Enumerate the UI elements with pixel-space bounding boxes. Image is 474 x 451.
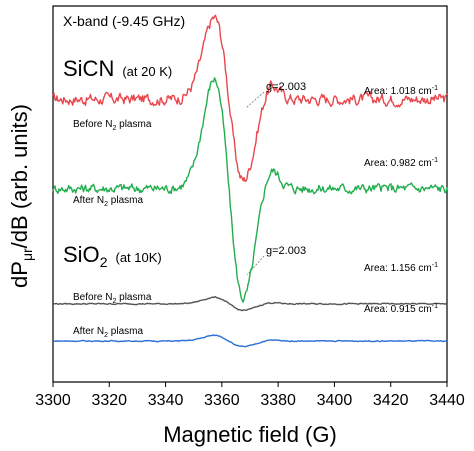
- x-tick-label-0: 3300: [35, 392, 71, 409]
- label-sio2-before-main: Before N: [73, 292, 112, 303]
- plot-frame: [52, 5, 448, 383]
- label-sio2-after-sub: 2: [104, 332, 108, 339]
- area-sio2-before-sup: -1: [432, 262, 438, 269]
- sio2-title: SiO2 (at 10K): [63, 242, 162, 270]
- area-sio2-after-sup: -1: [432, 303, 438, 310]
- area-sicn-after-text: Area: 0.982 cm: [364, 158, 432, 169]
- x-axis-label: Magnetic field (G): [163, 422, 337, 447]
- area-sicn-after-sup: -1: [432, 157, 438, 164]
- y-axis-label-rest: /dB (arb. units): [7, 104, 32, 248]
- band-label: X-band (-9.45 GHz): [63, 13, 185, 29]
- g-marker-sicn: [245, 91, 265, 109]
- x-tick-label-2: 3340: [148, 392, 184, 409]
- label-sicn-before-rest: plasma: [116, 119, 151, 130]
- y-axis-label: dPμr/dB (arb. units): [7, 104, 35, 288]
- label-sio2-after: After N2 plasma: [73, 326, 143, 339]
- area-sio2-before-text: Area: 1.156 cm: [364, 263, 432, 274]
- label-sicn-before: Before N2 plasma: [73, 119, 152, 132]
- label-sicn-before-main: Before N: [73, 119, 112, 130]
- x-tick-label-4: 3380: [260, 392, 296, 409]
- area-sio2-after-text: Area: 0.915 cm: [364, 304, 432, 315]
- sicn-title-main: SiCN: [63, 56, 114, 81]
- label-sicn-after-main: After N: [73, 195, 104, 206]
- g-label-sicn: g=2.003: [266, 81, 306, 93]
- x-tick-label-6: 3420: [373, 392, 409, 409]
- g-label-sio2: g=2.003: [266, 245, 306, 257]
- sicn-title-cond: (at 20 K): [122, 64, 172, 79]
- label-sio2-before-rest: plasma: [116, 292, 151, 303]
- area-sicn-before: Area: 1.018 cm-1: [364, 85, 438, 97]
- label-sicn-after-rest: plasma: [108, 195, 143, 206]
- label-sio2-after-rest: plasma: [108, 326, 143, 337]
- sio2-title-cond: (at 10K): [115, 250, 161, 265]
- g-marker-sio2: [246, 255, 265, 276]
- area-sicn-after: Area: 0.982 cm-1: [364, 157, 438, 169]
- x-tick-label-7: 3440: [429, 392, 465, 409]
- x-tick-label-3: 3360: [204, 392, 240, 409]
- sio2-title-main: SiO: [63, 242, 100, 267]
- y-axis-label-sub: μr: [19, 248, 35, 261]
- series-line-0: [52, 14, 448, 183]
- label-sicn-after-sub: 2: [104, 201, 108, 208]
- sicn-title: SiCN (at 20 K): [63, 56, 172, 81]
- label-sio2-before: Before N2 plasma: [73, 292, 152, 305]
- label-sio2-after-main: After N: [73, 326, 104, 337]
- x-tick-group: 3300 3320 3340 3360 3380 3400 3420 3440: [35, 382, 465, 409]
- area-sio2-before: Area: 1.156 cm-1: [364, 262, 438, 274]
- label-sicn-before-sub: 2: [112, 125, 116, 132]
- x-tick-label-5: 3400: [317, 392, 353, 409]
- series-line-2: [52, 296, 448, 312]
- x-tick-label-1: 3320: [91, 392, 127, 409]
- sio2-title-sub: 2: [100, 254, 108, 270]
- y-axis-label-main: dP: [7, 261, 32, 288]
- series-line-3: [52, 334, 448, 348]
- area-sicn-before-text: Area: 1.018 cm: [364, 86, 432, 97]
- label-sio2-before-sub: 2: [112, 298, 116, 305]
- area-sio2-after: Area: 0.915 cm-1: [364, 303, 438, 315]
- area-sicn-before-sup: -1: [432, 85, 438, 92]
- trace-group: [52, 14, 448, 348]
- label-sicn-after: After N2 plasma: [73, 195, 143, 208]
- series-line-1: [52, 77, 448, 303]
